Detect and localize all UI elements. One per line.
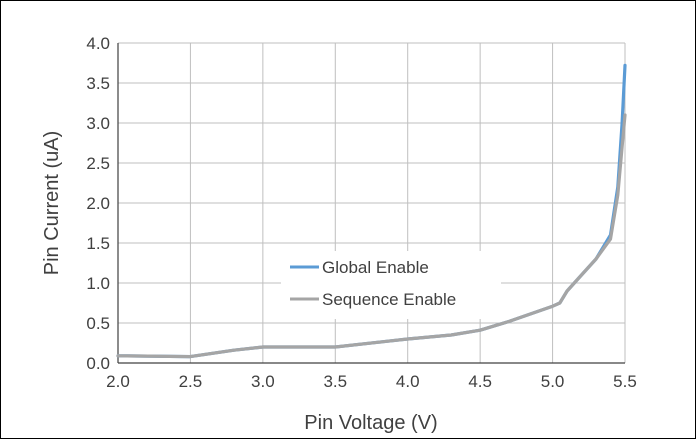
x-tick-label: 3.5	[323, 372, 347, 391]
x-tick-label: 4.0	[396, 372, 420, 391]
axes	[117, 43, 625, 364]
y-tick-label: 0.5	[86, 314, 110, 333]
y-tick-label: 2.5	[86, 154, 110, 173]
y-tick-label: 1.0	[86, 274, 110, 293]
y-tick-label: 3.5	[86, 74, 110, 93]
gridlines	[118, 42, 626, 363]
x-tick-label: 5.0	[541, 372, 565, 391]
x-tick-label: 2.5	[179, 372, 203, 391]
y-tick-label: 2.0	[86, 194, 110, 213]
legend-label-global-enable: Global Enable	[322, 258, 429, 277]
x-axis-title: Pin Voltage (V)	[304, 412, 437, 434]
x-tick-label: 3.0	[251, 372, 275, 391]
legend-label-sequence-enable: Sequence Enable	[322, 290, 456, 309]
y-tick-label: 4.0	[86, 34, 110, 53]
y-axis-title: Pin Current (uA)	[41, 131, 63, 276]
y-tick-label: 3.0	[86, 114, 110, 133]
series-line-sequence-enable	[116, 113, 627, 359]
x-tick-label: 2.0	[106, 372, 130, 391]
x-tick-label: 5.5	[613, 372, 637, 391]
x-tick-label: 4.5	[468, 372, 492, 391]
y-tick-label: 1.5	[86, 234, 110, 253]
y-tick-labels: 0.0 0.5 1.0 1.5 2.0 2.5 3.0 3.5 4.0	[86, 34, 110, 373]
legend: Global Enable Sequence Enable	[281, 251, 501, 319]
x-tick-labels: 2.0 2.5 3.0 3.5 4.0 4.5 5.0 5.5	[106, 372, 637, 391]
legend-background	[281, 251, 501, 319]
series-lines	[116, 63, 627, 359]
y-tick-label: 0.0	[86, 354, 110, 373]
